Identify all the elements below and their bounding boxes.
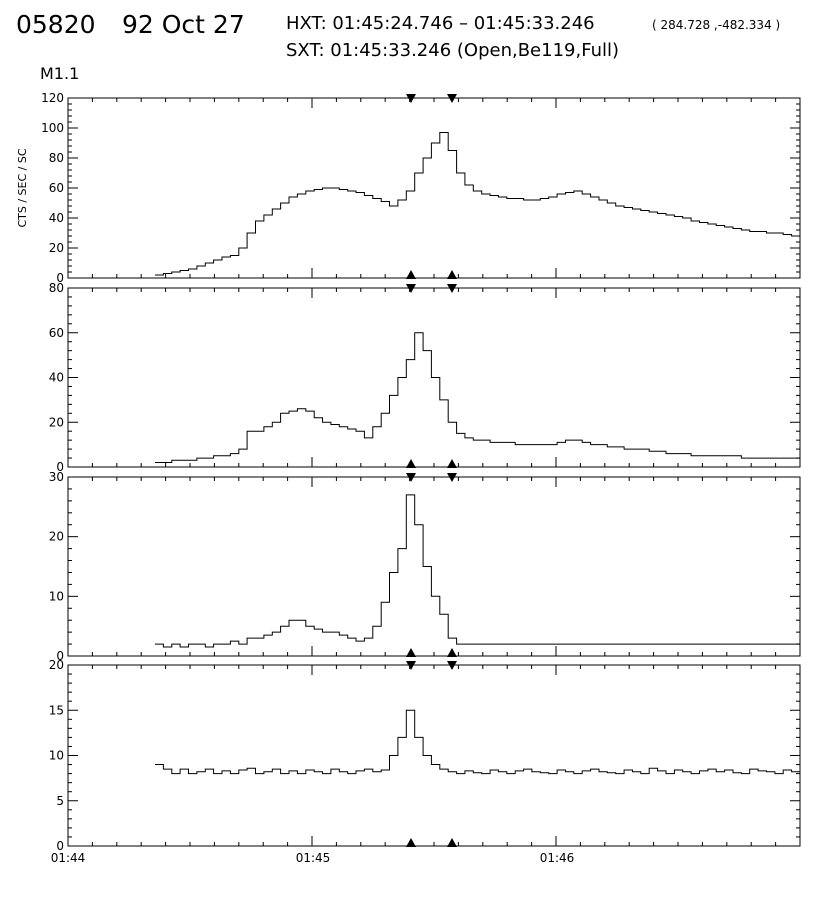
hxt-time-range: HXT: 01:45:24.746 – 01:45:33.246 (286, 13, 595, 34)
y-tick-label: 10 (49, 749, 64, 763)
y-tick-label: 40 (49, 211, 64, 225)
event-date: 92 Oct 27 (122, 10, 245, 39)
y-tick-label: 30 (49, 470, 64, 484)
x-tick-label: 01:46 (540, 851, 575, 865)
panel-frame (67, 664, 801, 847)
y-axis-label: CTS / SEC / SC (16, 148, 29, 227)
hxt-interval-marker (406, 473, 416, 482)
y-tick-label: 20 (49, 241, 64, 255)
y-tick-label: 80 (49, 151, 64, 165)
x-tick-label: 01:44 (51, 851, 86, 865)
y-tick-label: 20 (49, 530, 64, 544)
hxt-interval-marker (447, 661, 457, 670)
hxt-interval-marker (406, 284, 416, 293)
y-tick-label: 100 (41, 121, 64, 135)
hxt-interval-marker (406, 838, 416, 847)
hxt-interval-marker (406, 94, 416, 103)
hxt-interval-marker (447, 473, 457, 482)
y-tick-label: 20 (49, 415, 64, 429)
y-tick-label: 40 (49, 371, 64, 385)
y-tick-label: 15 (49, 703, 64, 717)
y-tick-label: 60 (49, 326, 64, 340)
hxt-interval-marker (447, 838, 457, 847)
hxt-interval-marker (406, 270, 416, 279)
lightcurve-series (155, 332, 800, 463)
hxt-interval-marker (447, 284, 457, 293)
y-tick-label: 0 (56, 271, 64, 285)
y-tick-label: 20 (49, 658, 64, 672)
lightcurve-series (155, 709, 800, 775)
hxt-interval-marker (447, 94, 457, 103)
sxt-info: SXT: 01:45:33.246 (Open,Be119,Full) (286, 40, 620, 61)
y-tick-label: 0 (56, 649, 64, 663)
event-id: 05820 (16, 10, 96, 39)
x-tick-label: 01:45 (296, 851, 331, 865)
flare-class: M1.1 (40, 64, 80, 83)
y-tick-label: 0 (56, 839, 64, 853)
hxt-coordinates: ( 284.728 ,-482.334 ) (652, 18, 781, 32)
y-tick-label: 10 (49, 589, 64, 603)
hxt-interval-marker (447, 648, 457, 657)
hxt-interval-marker (406, 661, 416, 670)
lightcurve-series (155, 494, 800, 648)
hxt-interval-marker (406, 459, 416, 468)
hxt-interval-marker (447, 459, 457, 468)
panel-frame (67, 476, 801, 657)
y-tick-label: 80 (49, 281, 64, 295)
hxt-interval-marker (406, 648, 416, 657)
y-tick-label: 0 (56, 460, 64, 474)
hxt-interval-marker (447, 270, 457, 279)
y-tick-label: 5 (56, 794, 64, 808)
panel-frame (67, 97, 801, 279)
y-tick-label: 60 (49, 181, 64, 195)
lightcurve-series (155, 132, 800, 276)
y-tick-label: 120 (41, 91, 64, 105)
